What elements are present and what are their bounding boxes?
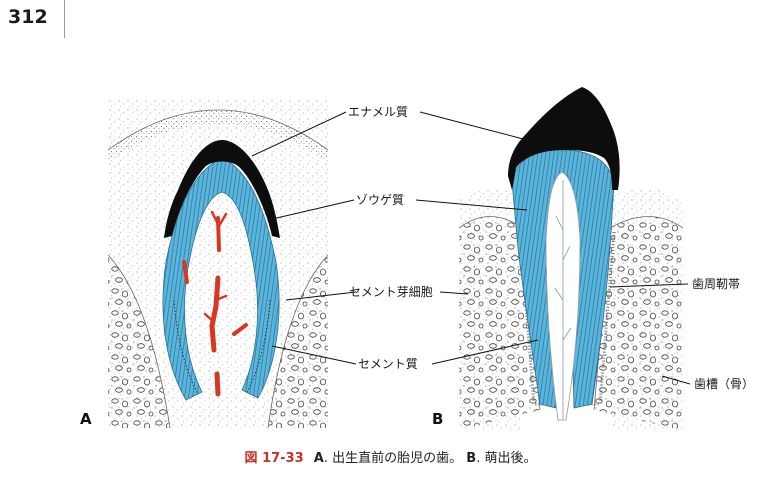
- label-cementoblast: セメント芽細胞: [349, 285, 433, 299]
- caption-a-letter: A: [313, 451, 324, 466]
- label-cementum: セメント質: [358, 356, 418, 371]
- panel-b-dentin: [511, 149, 615, 409]
- caption-a-text: . 出生直前の胎児の歯。: [323, 451, 463, 466]
- label-periodontal-ligament: 歯周靭帯: [692, 277, 740, 291]
- page-number: 312: [8, 6, 48, 28]
- panel-a-letter: A: [80, 410, 92, 428]
- panel-a-dentin: [162, 157, 280, 401]
- label-alveolus: 歯槽（骨）: [694, 377, 754, 391]
- panel-a-enamel: [164, 140, 280, 238]
- header-rule: [64, 0, 65, 38]
- panel-b-enamel: [508, 87, 620, 190]
- caption-b-letter: B: [466, 451, 477, 466]
- panel-a-blood-vessels: [182, 210, 248, 397]
- panel-b-letter: B: [432, 410, 443, 428]
- label-enamel: エナメル質: [348, 104, 408, 119]
- figure-caption: 図 17-33 A. 出生直前の胎児の歯。 B. 萌出後。: [0, 447, 781, 466]
- label-dentin: ゾウゲ質: [356, 192, 404, 207]
- figure-number: 図 17-33: [244, 451, 304, 466]
- caption-b-text: . 萌出後。: [476, 451, 537, 466]
- leader-lines: [251, 111, 691, 385]
- panel-b-illustration: [459, 80, 683, 430]
- panel-a-illustration: [108, 98, 328, 428]
